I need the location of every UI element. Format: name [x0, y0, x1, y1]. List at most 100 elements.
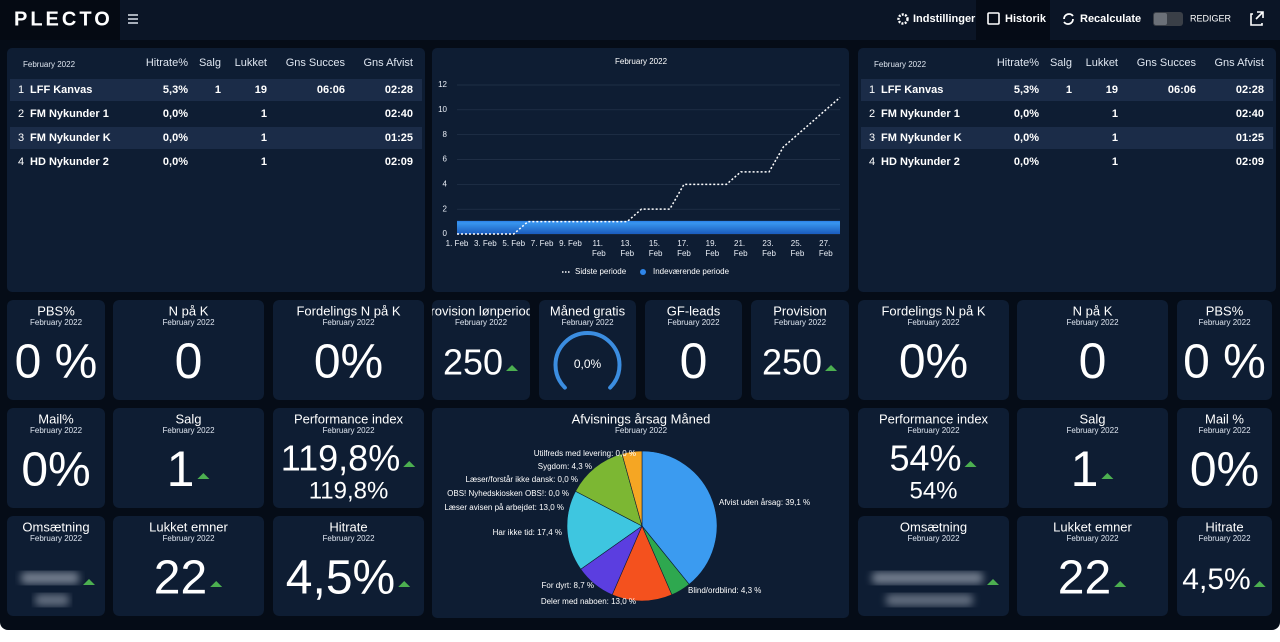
pie-label: Har ikke tid: 17,4 %	[493, 528, 562, 537]
cell: 02:09	[1236, 156, 1264, 168]
rank: 1	[18, 84, 24, 96]
tile: PBS%February 2022 0 %	[1177, 300, 1272, 400]
external-icon[interactable]	[1250, 11, 1264, 26]
tile-value: 0%	[899, 336, 968, 389]
nav-item[interactable]: Indstillinger	[913, 13, 976, 25]
tile-title: PBS%	[37, 303, 75, 318]
calendar-icon	[987, 12, 1000, 25]
cell: 0,0%	[1014, 132, 1039, 144]
column-header: Hitrate%	[997, 57, 1039, 69]
row-highlight	[10, 127, 422, 149]
pie-label: Deler med naboen: 13,0 %	[541, 597, 636, 606]
tile-bg	[858, 300, 1009, 400]
tile-period: February 2022	[322, 426, 375, 435]
pie-label: Læser avisen på arbejdet: 13,0 %	[444, 503, 564, 512]
x-tick-label: 13. Feb	[620, 239, 634, 258]
tile-period: February 2022	[30, 318, 83, 327]
tile-value: 22	[1058, 552, 1111, 605]
rank: 2	[869, 108, 875, 120]
tile-value: 0%	[314, 336, 383, 389]
row-name: LFF Kanvas	[881, 84, 943, 96]
logo-area	[0, 0, 120, 40]
pie-label: Utilfreds med levering: 0,0 %	[534, 449, 636, 458]
x-tick-label: 25. Feb	[791, 239, 805, 258]
tile-value: 1	[167, 441, 195, 497]
tile-value: 119,8%	[281, 438, 400, 479]
column-header: Salg	[199, 57, 221, 69]
tile-bg	[273, 408, 424, 508]
tile-title: Hitrate	[1205, 519, 1243, 534]
tile-bg	[539, 300, 636, 400]
row-highlight	[10, 79, 422, 101]
tile-value: 0%	[1190, 444, 1259, 497]
table-period: February 2022	[874, 60, 927, 69]
x-tick-label: 3. Feb	[474, 239, 497, 248]
trend-up	[83, 579, 95, 585]
tile-value: 0 %	[1183, 336, 1266, 389]
trend-up	[1114, 581, 1127, 587]
trend-up	[403, 461, 416, 467]
gauge-arc	[553, 331, 622, 390]
tile-bg	[858, 408, 1009, 508]
tile-title: Provision lønperiode	[422, 303, 541, 318]
row-name: FM Nykunder 1	[30, 108, 109, 120]
tile-bg	[1017, 300, 1168, 400]
pie-label: Afvist uden årsag: 39,1 %	[719, 498, 810, 507]
nav-item[interactable]: Historik	[1005, 13, 1047, 25]
cell: 01:25	[385, 132, 413, 144]
column-header: Lukket	[235, 57, 267, 69]
tile-value: 0	[175, 333, 203, 389]
tile-title: Hitrate	[329, 519, 367, 534]
tile-bg	[7, 300, 105, 400]
cell: 19	[255, 84, 267, 96]
row-name: HD Nykunder 2	[881, 156, 960, 168]
pie-label: Læser/forstår ikke dansk: 0,0 %	[466, 475, 579, 484]
tile-title: N på K	[169, 303, 209, 318]
cell: 01:25	[1236, 132, 1264, 144]
chart-subtitle: February 2022	[615, 426, 668, 435]
tile-period: February 2022	[907, 426, 960, 435]
nav-item[interactable]: Recalculate	[1080, 13, 1141, 25]
rank: 4	[18, 156, 24, 168]
menu-icon[interactable]	[128, 14, 138, 24]
tile-title: Omsætning	[22, 519, 89, 534]
x-tick-label: 9. Feb	[559, 239, 582, 248]
toggle-knob	[1154, 13, 1167, 25]
tile-value: 4,5%	[1182, 563, 1250, 596]
line	[457, 96, 841, 235]
x-tick-label: 15. Feb	[649, 239, 663, 258]
tile-bg	[1017, 408, 1168, 508]
tile-value: 250	[443, 342, 503, 383]
cell: 02:09	[385, 156, 413, 168]
legend-label: Indeværende periode	[653, 267, 730, 276]
tile-title: Fordelings N på K	[296, 303, 400, 318]
column-header: Gns Afvist	[363, 57, 413, 69]
y-tick-label: 6	[443, 155, 448, 164]
tile-value: 0%	[21, 444, 90, 497]
tile-period: February 2022	[774, 318, 827, 327]
blurred-value	[886, 594, 973, 606]
row-highlight	[861, 79, 1273, 101]
legend-label: Sidste periode	[575, 267, 627, 276]
tile-bg	[273, 300, 424, 400]
tile-bg	[858, 516, 1009, 616]
cell: 0,0%	[1014, 108, 1039, 120]
tile-bg	[1017, 516, 1168, 616]
cell: 1	[215, 84, 221, 96]
tile-bg	[1177, 300, 1272, 400]
tile-value: 250	[762, 342, 822, 383]
x-tick-label: 11. Feb	[592, 239, 606, 258]
blurred-value	[21, 572, 79, 584]
tile-period: February 2022	[1198, 534, 1251, 543]
chart-title: Afvisnings årsag Måned	[572, 411, 711, 426]
table-period: February 2022	[23, 60, 76, 69]
x-tick-label: 17. Feb	[677, 239, 691, 258]
edit-label[interactable]: REDIGER	[1190, 13, 1232, 23]
tile-bg	[113, 516, 264, 616]
